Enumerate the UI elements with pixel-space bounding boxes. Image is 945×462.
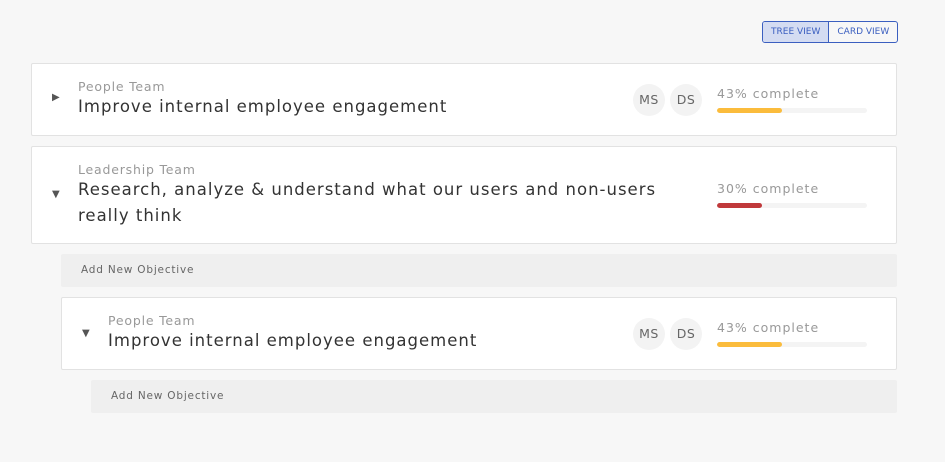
progress-label: 43% complete <box>717 86 820 101</box>
objective-title[interactable]: Research, analyze & understand what our … <box>78 180 657 225</box>
caret-right-icon[interactable]: ▶ <box>52 92 60 103</box>
avatar[interactable]: DS <box>670 318 702 350</box>
add-objective-button[interactable]: Add New Objective <box>61 254 897 287</box>
progress-bar <box>717 203 867 208</box>
objective-card: ▶ People Team Improve internal employee … <box>31 63 897 136</box>
progress-label: 30% complete <box>717 181 820 196</box>
progress-bar <box>717 342 867 347</box>
team-label: People Team <box>78 79 166 94</box>
objective-title[interactable]: Improve internal employee engagement <box>108 331 478 350</box>
avatar[interactable]: DS <box>670 84 702 116</box>
avatar[interactable]: MS <box>633 318 665 350</box>
card-view-button[interactable]: CARD VIEW <box>837 27 890 37</box>
objective-title[interactable]: Improve internal employee engagement <box>78 97 448 116</box>
team-label: Leadership Team <box>78 162 196 177</box>
avatar[interactable]: MS <box>633 84 665 116</box>
caret-down-icon[interactable]: ▼ <box>82 328 90 339</box>
add-objective-button[interactable]: Add New Objective <box>91 380 897 413</box>
tree-view-button[interactable]: TREE VIEW <box>763 22 830 42</box>
objective-card: ▼ People Team Improve internal employee … <box>61 297 897 370</box>
caret-down-icon[interactable]: ▼ <box>52 189 60 200</box>
objective-card: ▼ Leadership Team Research, analyze & un… <box>31 146 897 244</box>
team-label: People Team <box>108 313 196 328</box>
progress-bar <box>717 108 867 113</box>
view-toggle: TREE VIEW CARD VIEW <box>762 21 899 43</box>
progress-label: 43% complete <box>717 320 820 335</box>
